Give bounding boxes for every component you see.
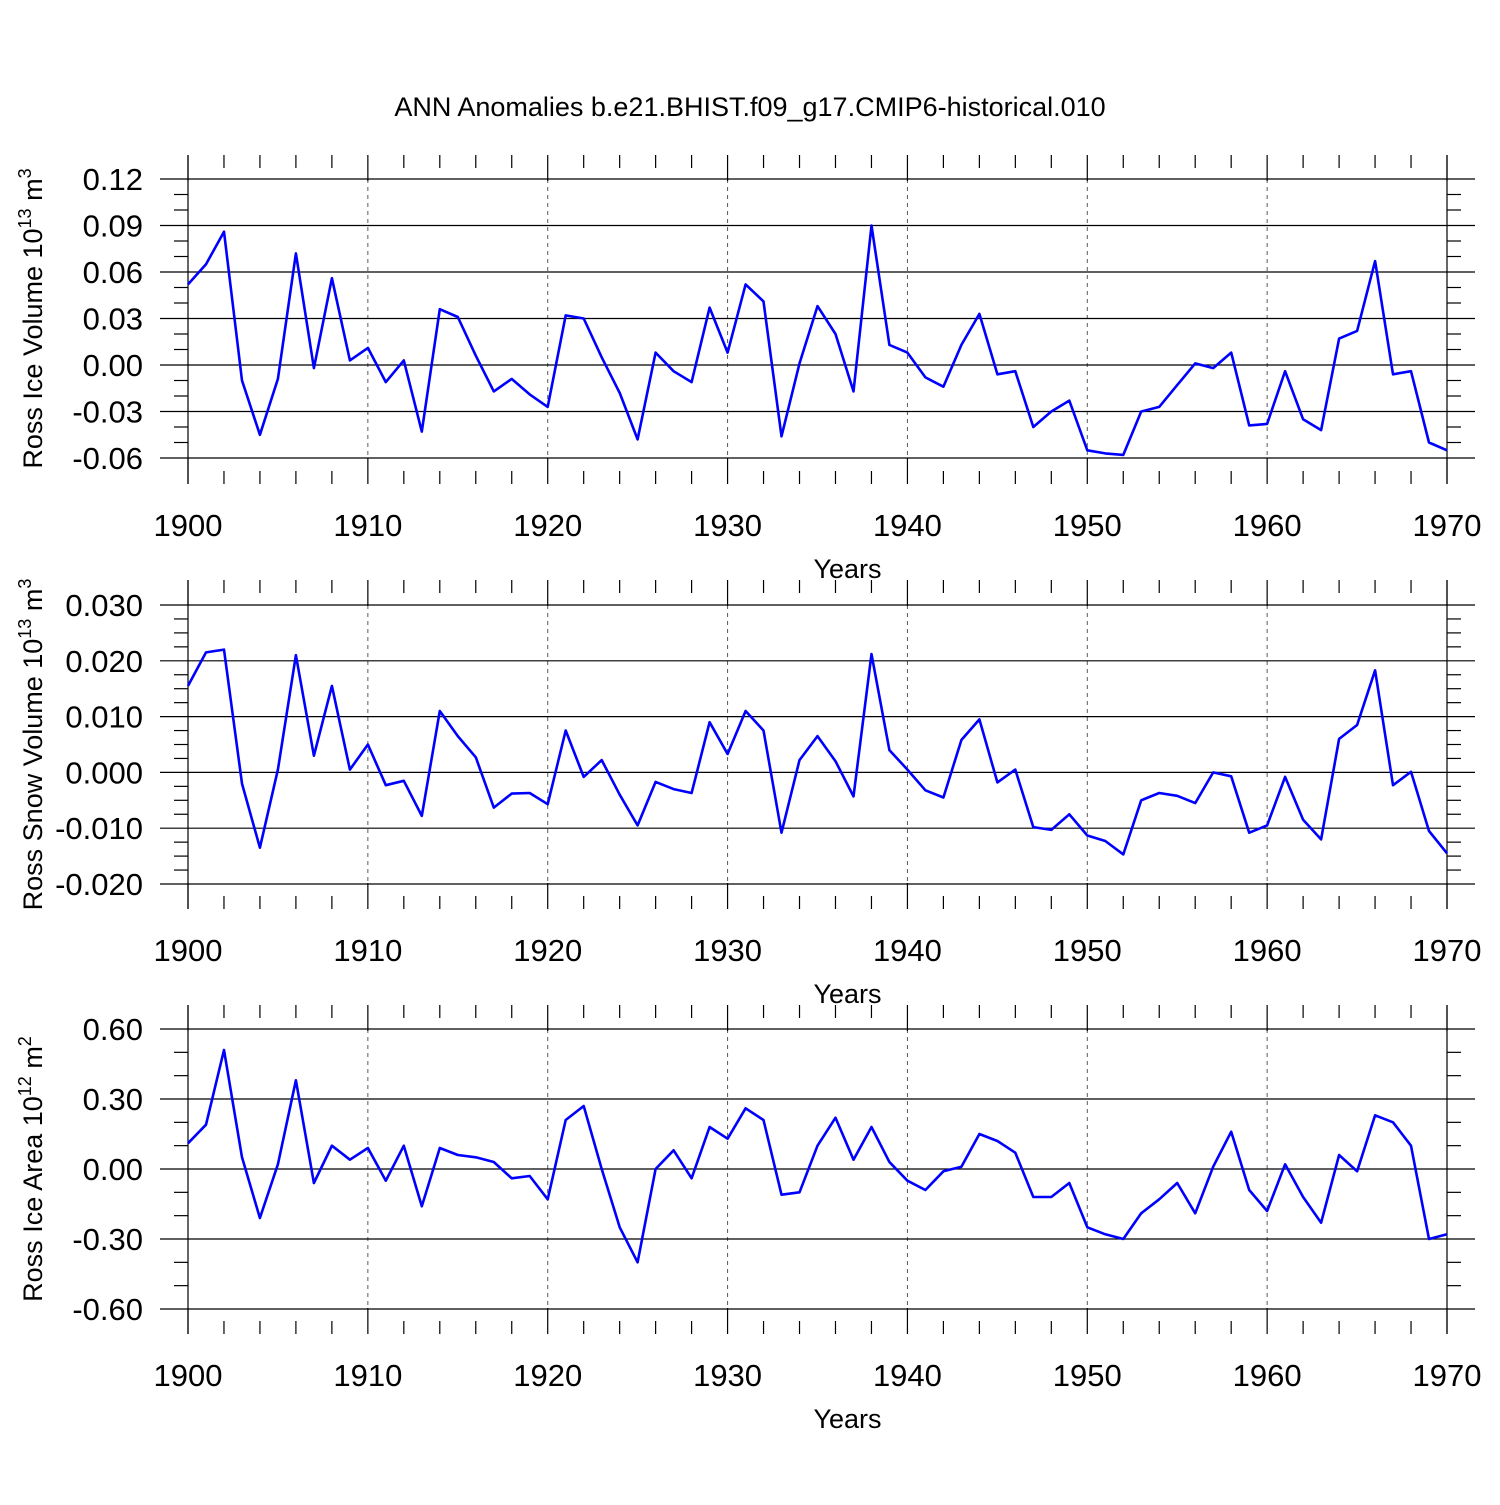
x-tick-label: 1920 xyxy=(513,508,582,543)
x-axis-label: Years xyxy=(813,554,881,584)
x-tick-label: 1940 xyxy=(873,508,942,543)
x-tick-label: 1940 xyxy=(873,1358,942,1393)
y-tick-label: 0.000 xyxy=(65,755,143,790)
x-tick-label: 1920 xyxy=(513,1358,582,1393)
chart-panel-2: -0.020 -0.010 0.000 0.010 0.020 0.030 1900 1910… xyxy=(15,579,1481,1009)
y-axis-label-part: Ross Ice Area 10 xyxy=(18,1096,48,1302)
x-tick-label: 1970 xyxy=(1413,933,1482,968)
x-tick-label: 1930 xyxy=(693,1358,762,1393)
x-tick-label: 1930 xyxy=(693,933,762,968)
y-axis-label-part: m xyxy=(18,178,48,208)
y-axis-label-part: Ross Snow Volume 10 xyxy=(18,639,48,911)
x-tick-label: 1910 xyxy=(333,1358,402,1393)
series-line xyxy=(187,224,1448,457)
y-axis-label-part: 13 xyxy=(15,619,35,639)
x-tick-label: 1960 xyxy=(1233,508,1302,543)
y-axis-label-part: 13 xyxy=(15,208,35,228)
y-tick-label: 0.010 xyxy=(65,700,143,735)
figure-title: ANN Anomalies b.e21.BHIST.f09_g17.CMIP6-… xyxy=(394,92,1105,122)
series-line xyxy=(187,1048,1448,1264)
y-axis-label-part: m xyxy=(18,589,48,619)
y-axis-label: Ross Snow Volume 1013 m3 xyxy=(15,579,48,911)
x-tick-label: 1950 xyxy=(1053,933,1122,968)
y-axis-label-part: 2 xyxy=(15,1036,35,1046)
y-axis-label-part: 3 xyxy=(15,168,35,178)
y-tick-label: -0.60 xyxy=(72,1292,143,1327)
x-tick-label: 1920 xyxy=(513,933,582,968)
x-tick-label: 1930 xyxy=(693,508,762,543)
y-tick-label: 0.12 xyxy=(83,162,143,197)
y-axis-label-part: Ross Ice Volume 10 xyxy=(18,228,48,468)
y-axis-label-part: 12 xyxy=(15,1076,35,1096)
chart-panel-1: -0.06 -0.03 0.00 0.03 0.06 0.09 0.12 1900 1910 19… xyxy=(15,155,1481,584)
chart-panel-3: -0.60 -0.30 0.00 0.30 0.60 1900 1910 1920 1930 19… xyxy=(15,1005,1481,1434)
y-tick-label: -0.30 xyxy=(72,1222,143,1257)
x-tick-label: 1900 xyxy=(154,933,223,968)
x-tick-label: 1950 xyxy=(1053,508,1122,543)
y-tick-label: 0.020 xyxy=(65,644,143,679)
y-axis-label-part: 3 xyxy=(15,579,35,589)
x-tick-label: 1900 xyxy=(154,508,223,543)
x-tick-label: 1910 xyxy=(333,508,402,543)
y-tick-label: -0.03 xyxy=(72,395,143,430)
x-tick-label: 1970 xyxy=(1413,508,1482,543)
x-tick-label: 1910 xyxy=(333,933,402,968)
y-tick-label: -0.020 xyxy=(55,867,143,902)
y-tick-label: -0.06 xyxy=(72,441,143,476)
x-tick-label: 1970 xyxy=(1413,1358,1482,1393)
x-tick-label: 1960 xyxy=(1233,933,1302,968)
y-tick-label: 0.60 xyxy=(83,1012,143,1047)
y-tick-label: -0.010 xyxy=(55,811,143,846)
x-tick-label: 1900 xyxy=(154,1358,223,1393)
y-axis-label: Ross Ice Area 1012 m2 xyxy=(15,1036,48,1302)
x-tick-label: 1940 xyxy=(873,933,942,968)
series-line xyxy=(186,648,1449,856)
x-axis-label: Years xyxy=(813,979,881,1009)
x-tick-label: 1960 xyxy=(1233,1358,1302,1393)
y-tick-label: 0.00 xyxy=(83,348,143,383)
y-tick-label: 0.09 xyxy=(83,209,143,244)
y-axis-label: Ross Ice Volume 1013 m3 xyxy=(15,168,48,468)
y-tick-label: 0.03 xyxy=(83,302,143,337)
x-axis-label: Years xyxy=(813,1404,881,1434)
y-tick-label: 0.00 xyxy=(83,1152,143,1187)
y-tick-label: 0.06 xyxy=(83,255,143,290)
y-tick-label: 0.030 xyxy=(65,588,143,623)
y-tick-label: 0.30 xyxy=(83,1082,143,1117)
x-tick-label: 1950 xyxy=(1053,1358,1122,1393)
y-axis-label-part: m xyxy=(18,1046,48,1076)
